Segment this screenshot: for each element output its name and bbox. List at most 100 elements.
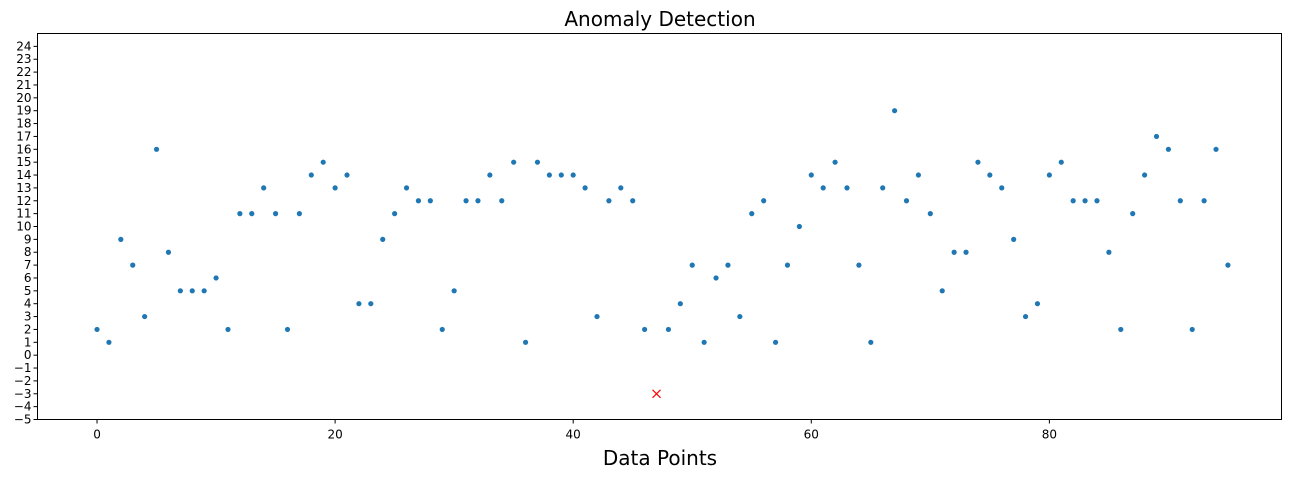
data-point	[249, 211, 255, 217]
data-point	[820, 185, 826, 191]
data-point	[368, 301, 374, 307]
y-tick-label: 21	[16, 78, 31, 92]
data-point	[1165, 146, 1172, 152]
data-point	[356, 301, 362, 307]
y-tick-label: 24	[16, 39, 31, 53]
data-point	[201, 288, 207, 294]
data-point	[415, 198, 422, 204]
y-tick-label: 3	[24, 310, 32, 324]
data-point	[177, 288, 183, 294]
data-point	[868, 339, 874, 345]
data-point	[1177, 198, 1183, 204]
data-point	[749, 211, 755, 217]
data-point	[106, 339, 112, 345]
data-point	[618, 185, 624, 191]
data-point	[808, 172, 814, 178]
data-point	[915, 172, 922, 178]
data-point	[284, 326, 291, 333]
data-point	[1022, 313, 1029, 320]
data-point	[511, 159, 517, 165]
y-tick-label: 8	[24, 245, 32, 259]
data-point	[189, 288, 195, 294]
data-points	[94, 108, 1231, 399]
y-tick-label: 0	[24, 348, 32, 362]
data-point	[272, 211, 279, 217]
data-point	[832, 159, 838, 165]
data-point	[725, 262, 731, 268]
y-tick-label: −2	[14, 374, 32, 388]
data-point	[689, 262, 695, 268]
data-point	[546, 172, 552, 178]
data-point	[1034, 301, 1041, 307]
data-point	[1082, 198, 1088, 204]
chart-title: Anomaly Detection	[564, 7, 755, 31]
data-point	[380, 236, 386, 242]
y-tick-label: 5	[24, 284, 32, 298]
y-tick-label: 15	[16, 155, 31, 169]
data-point	[999, 185, 1005, 191]
data-point	[534, 159, 541, 165]
data-point	[880, 185, 886, 191]
y-tick-label: 16	[16, 142, 31, 156]
data-point	[1011, 236, 1017, 242]
data-point	[237, 211, 243, 217]
data-point	[796, 223, 802, 230]
data-point	[665, 326, 672, 333]
data-point	[761, 198, 767, 204]
x-tick-label: 20	[327, 428, 342, 442]
data-point	[987, 172, 993, 178]
data-point	[892, 108, 898, 114]
data-point	[856, 262, 862, 268]
data-point	[261, 185, 267, 191]
y-tick-label: 12	[16, 194, 31, 208]
data-point	[903, 198, 910, 204]
data-point	[475, 198, 481, 204]
x-axis: 0 20 40 60 80	[93, 419, 1057, 442]
data-point	[392, 211, 398, 217]
data-point	[427, 198, 433, 204]
data-point	[1046, 172, 1052, 178]
data-point	[165, 249, 172, 255]
y-tick-label: 14	[16, 168, 31, 182]
data-point	[1094, 198, 1100, 204]
y-tick-label: 13	[16, 181, 31, 195]
data-point	[737, 313, 743, 320]
data-point	[558, 172, 564, 178]
data-point	[844, 185, 850, 191]
data-point	[332, 185, 338, 191]
data-point	[713, 275, 719, 281]
data-point	[1153, 133, 1160, 140]
data-point	[772, 339, 779, 345]
data-point	[1106, 249, 1112, 255]
x-tick-label: 80	[1042, 428, 1057, 442]
data-point	[499, 198, 505, 204]
x-axis-label: Data Points	[603, 446, 717, 470]
data-point	[1201, 198, 1207, 204]
anomaly-marker	[652, 389, 661, 399]
x-tick-label: 60	[804, 428, 819, 442]
data-point	[344, 172, 350, 178]
data-point	[784, 262, 791, 268]
data-point	[701, 339, 707, 345]
data-point	[118, 236, 124, 242]
data-point	[963, 249, 969, 255]
data-point	[1058, 159, 1064, 165]
y-tick-label: 19	[16, 104, 31, 118]
y-tick-label: 10	[16, 220, 31, 234]
x-tick-label: 0	[93, 428, 101, 442]
y-tick-label: 22	[16, 65, 31, 79]
y-tick-label: 9	[24, 232, 32, 246]
data-point	[130, 262, 136, 268]
data-point	[487, 172, 493, 178]
y-tick-label: 17	[16, 129, 31, 143]
y-tick-label: 4	[24, 297, 32, 311]
y-tick-label: −4	[14, 400, 32, 414]
y-tick-label: 23	[16, 52, 31, 66]
y-tick-label: 6	[24, 271, 32, 285]
data-point	[439, 326, 445, 333]
data-point	[951, 249, 957, 255]
data-point	[1130, 211, 1136, 217]
y-tick-label: 11	[16, 207, 31, 221]
data-point	[320, 159, 326, 165]
y-tick-label: −1	[14, 361, 32, 375]
